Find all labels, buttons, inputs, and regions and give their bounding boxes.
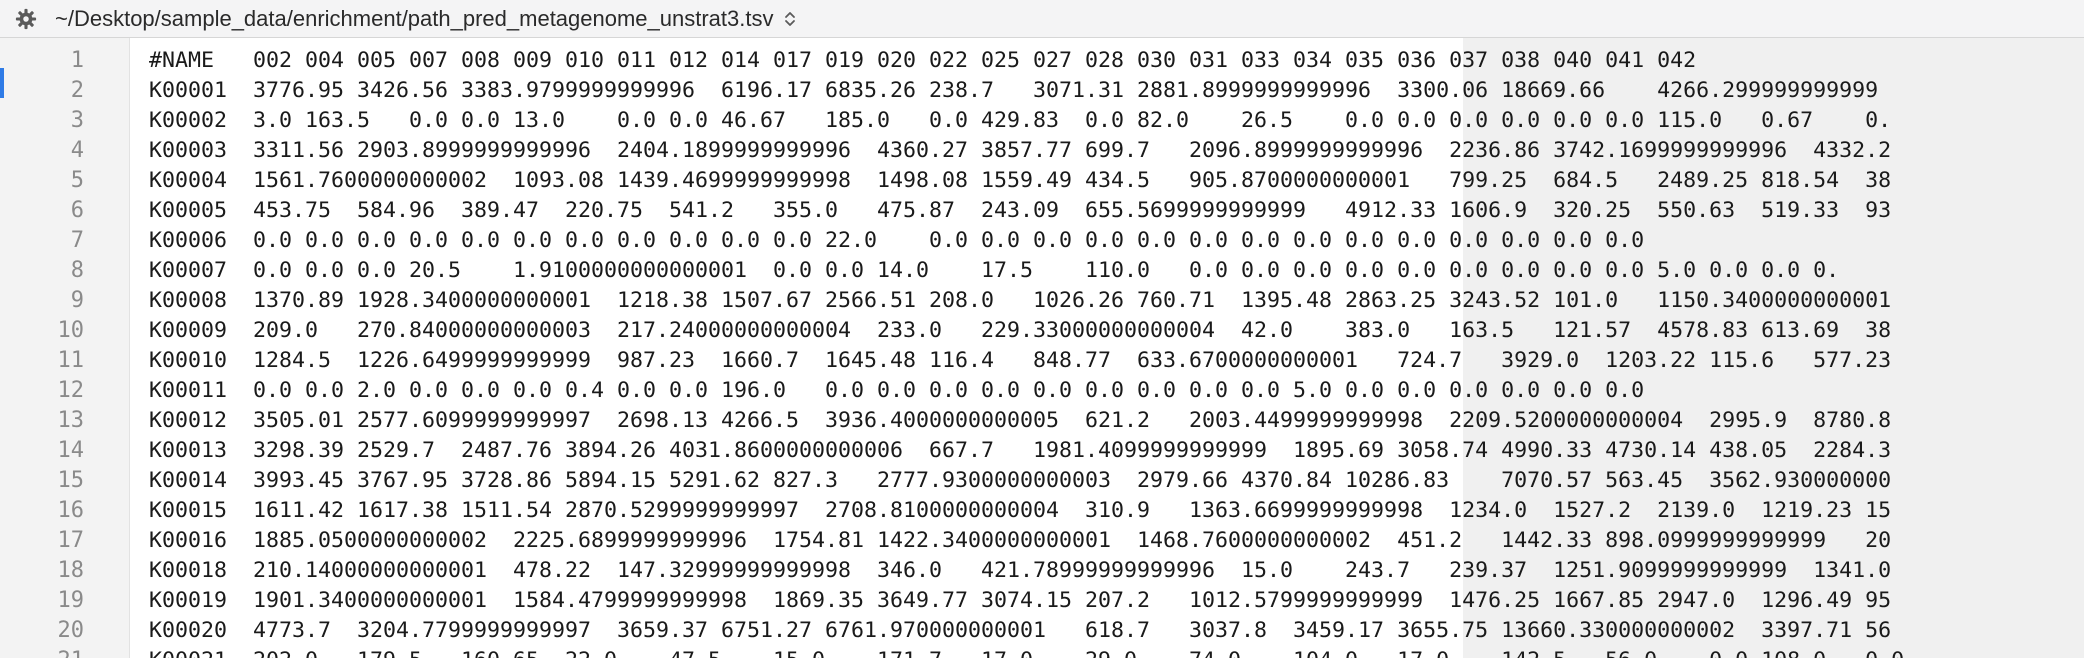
line-number: 18 <box>57 558 85 583</box>
text-line[interactable]: 11 K00010 1284.5 1226.6499999999999 987.2… <box>0 346 2084 376</box>
text-line[interactable]: 9 K00008 1370.89 1928.3400000000001 1218.… <box>0 286 2084 316</box>
text-line[interactable]: 21 K00021 202.0 179.5 160.65 22.0 47.5 15… <box>0 646 2084 658</box>
line-text[interactable]: K00002 3.0 163.5 0.0 0.0 13.0 0.0 0.0 46… <box>149 108 1892 133</box>
text-line[interactable]: 16 K00015 1611.42 1617.38 1511.54 2870.52… <box>0 496 2084 526</box>
line-number: 15 <box>57 468 85 493</box>
file-path[interactable]: ~/Desktop/sample_data/enrichment/path_pr… <box>55 5 774 31</box>
text-line[interactable]: 10 K00009 209.0 270.84000000000003 217.24… <box>0 316 2084 346</box>
chevron-updown-icon[interactable] <box>784 7 798 31</box>
gear-icon[interactable] <box>13 6 39 32</box>
editor[interactable]: 1 #NAME 002 004 005 007 008 009 010 011 0… <box>0 38 2084 658</box>
line-number: 8 <box>70 258 84 283</box>
text-line[interactable]: 3 K00002 3.0 163.5 0.0 0.0 13.0 0.0 0.0 4… <box>0 106 2084 136</box>
line-text[interactable]: K00014 3993.45 3767.95 3728.86 5894.15 5… <box>149 468 1892 493</box>
line-number: 5 <box>70 168 84 193</box>
line-text[interactable]: K00010 1284.5 1226.6499999999999 987.23 … <box>149 348 1892 373</box>
line-text[interactable]: K00020 4773.7 3204.7799999999997 3659.37… <box>149 618 1892 643</box>
line-number: 9 <box>70 288 84 313</box>
text-line[interactable]: 12 K00011 0.0 0.0 2.0 0.0 0.0 0.0 0.4 0.0… <box>0 376 2084 406</box>
line-text[interactable]: K00015 1611.42 1617.38 1511.54 2870.5299… <box>149 498 1892 523</box>
line-number: 21 <box>0 646 85 658</box>
line-number: 3 <box>70 108 84 133</box>
text-line[interactable]: 1 #NAME 002 004 005 007 008 009 010 011 0… <box>0 46 2084 76</box>
line-number: 6 <box>70 198 84 223</box>
text-line[interactable]: 19 K00019 1901.3400000000001 1584.4799999… <box>0 586 2084 616</box>
column-shade <box>1463 38 2084 658</box>
line-text[interactable]: #NAME 002 004 005 007 008 009 010 011 01… <box>149 48 1697 73</box>
text-line[interactable]: 13 K00012 3505.01 2577.6099999999997 2698… <box>0 406 2084 436</box>
line-text[interactable]: K00013 3298.39 2529.7 2487.76 3894.26 40… <box>149 438 1892 463</box>
line-number: 19 <box>57 588 85 613</box>
text-lines: 1 #NAME 002 004 005 007 008 009 010 011 0… <box>0 46 2084 658</box>
line-number: 14 <box>57 438 85 463</box>
line-number-gutter <box>0 38 130 658</box>
line-text[interactable]: K00019 1901.3400000000001 1584.479999999… <box>149 588 1892 613</box>
text-line[interactable]: 7 K00006 0.0 0.0 0.0 0.0 0.0 0.0 0.0 0.0 … <box>0 226 2084 256</box>
line-number: 1 <box>70 48 84 73</box>
line-text[interactable]: K00009 209.0 270.84000000000003 217.2400… <box>149 318 1892 343</box>
line-number: 10 <box>57 318 85 343</box>
line-number: 16 <box>57 498 85 523</box>
text-line[interactable]: 18 K00018 210.14000000000001 478.22 147.3… <box>0 556 2084 586</box>
line-text[interactable]: K00012 3505.01 2577.6099999999997 2698.1… <box>149 408 1892 433</box>
path-bar: ~/Desktop/sample_data/enrichment/path_pr… <box>0 0 2084 38</box>
line-text[interactable]: K00007 0.0 0.0 0.0 20.5 1.91000000000000… <box>149 258 1840 283</box>
line-text[interactable]: K00005 453.75 584.96 389.47 220.75 541.2… <box>149 198 1892 223</box>
line-number: 12 <box>57 378 85 403</box>
line-text[interactable]: K00001 3776.95 3426.56 3383.979999999999… <box>149 78 1879 103</box>
line-number: 11 <box>57 348 85 373</box>
text-line[interactable]: 5 K00004 1561.7600000000002 1093.08 1439.… <box>0 166 2084 196</box>
text-line[interactable]: 15 K00014 3993.45 3767.95 3728.86 5894.15… <box>0 466 2084 496</box>
line-text[interactable]: K00008 1370.89 1928.3400000000001 1218.3… <box>149 288 1892 313</box>
line-text[interactable]: K00003 3311.56 2903.8999999999996 2404.1… <box>149 138 1892 163</box>
text-line[interactable]: 17 K00016 1885.0500000000002 2225.6899999… <box>0 526 2084 556</box>
text-line[interactable]: 2 K00001 3776.95 3426.56 3383.97999999999… <box>0 76 2084 106</box>
line-number: 4 <box>70 138 84 163</box>
line-text[interactable]: K00006 0.0 0.0 0.0 0.0 0.0 0.0 0.0 0.0 0… <box>149 228 1645 253</box>
text-line[interactable]: 8 K00007 0.0 0.0 0.0 20.5 1.9100000000000… <box>0 256 2084 286</box>
line-number: 20 <box>57 618 85 643</box>
text-line[interactable]: 6 K00005 453.75 584.96 389.47 220.75 541.… <box>0 196 2084 226</box>
text-line[interactable]: 20 K00020 4773.7 3204.7799999999997 3659.… <box>0 616 2084 646</box>
line-text[interactable]: K00016 1885.0500000000002 2225.689999999… <box>149 528 1892 553</box>
line-number: 17 <box>57 528 85 553</box>
line-text[interactable]: K00011 0.0 0.0 2.0 0.0 0.0 0.0 0.4 0.0 0… <box>149 378 1645 403</box>
line-text[interactable]: K00004 1561.7600000000002 1093.08 1439.4… <box>149 168 1892 193</box>
line-number: 13 <box>57 408 85 433</box>
line-text[interactable]: K00018 210.14000000000001 478.22 147.329… <box>149 558 1892 583</box>
current-line-marker <box>0 68 4 98</box>
text-line[interactable]: 4 K00003 3311.56 2903.8999999999996 2404.… <box>0 136 2084 166</box>
line-text[interactable]: K00021 202.0 179.5 160.65 22.0 47.5 15.0… <box>149 646 1904 658</box>
line-number: 2 <box>70 78 84 103</box>
line-number: 7 <box>70 228 84 253</box>
text-line[interactable]: 14 K00013 3298.39 2529.7 2487.76 3894.26 … <box>0 436 2084 466</box>
